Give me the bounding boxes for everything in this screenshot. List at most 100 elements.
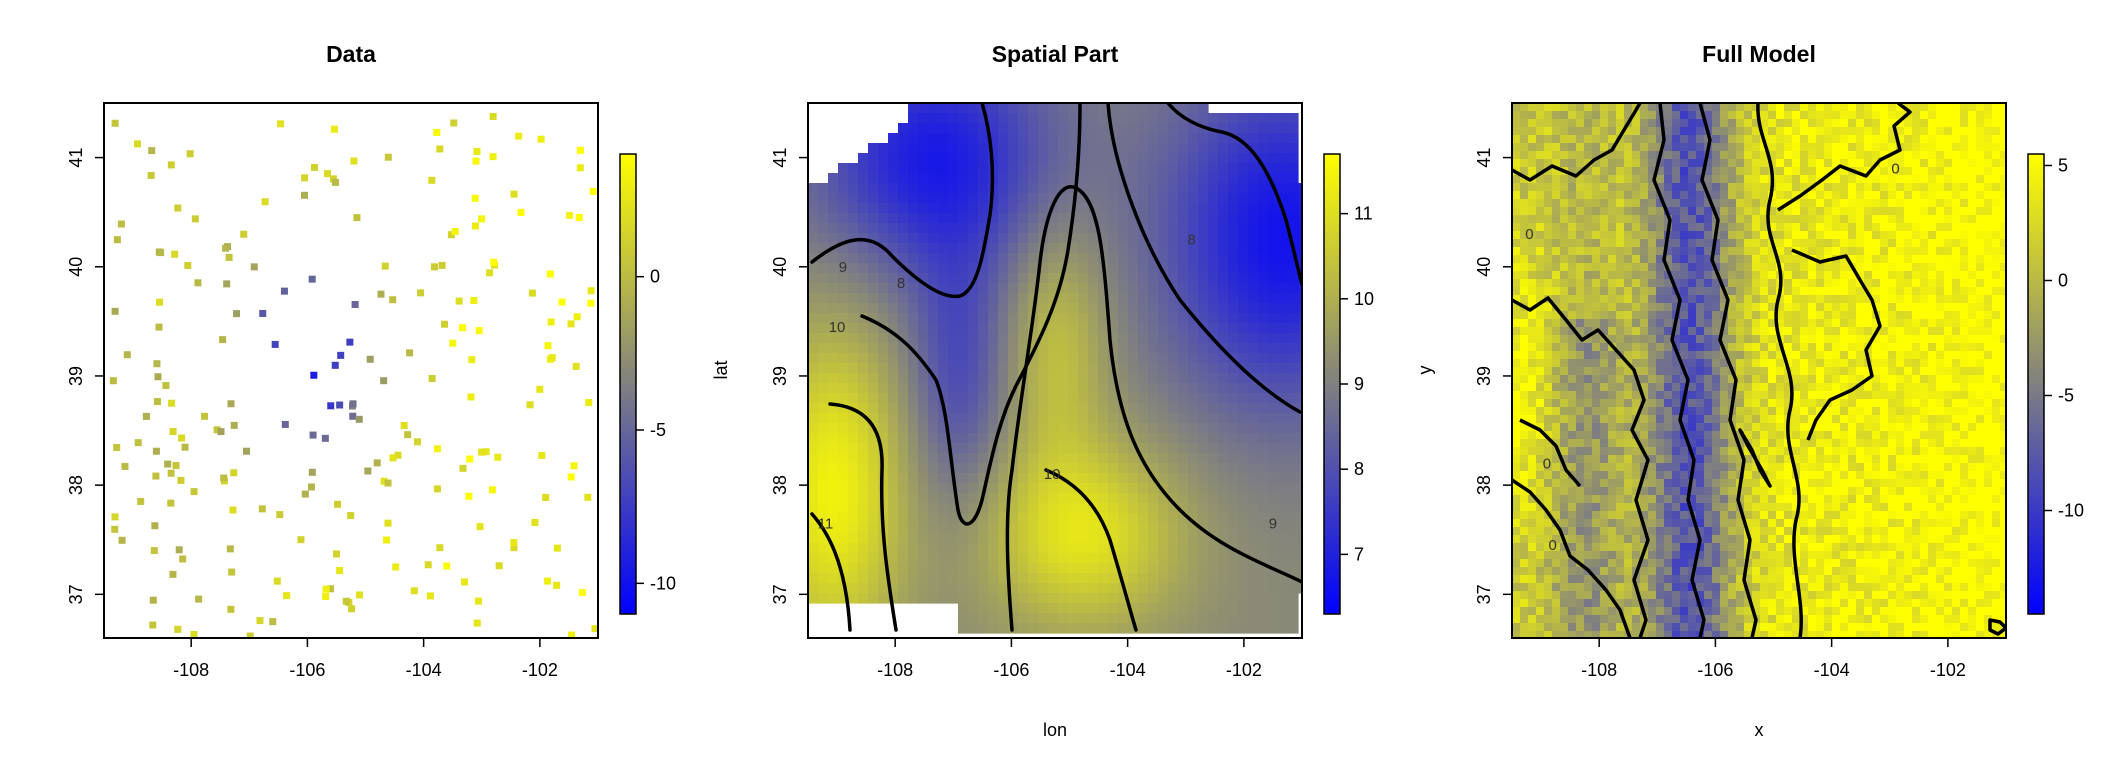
field-cell [878,383,889,394]
field-cell [1178,393,1189,404]
model-cell [1608,247,1617,256]
field-cell [1148,263,1159,274]
field-cell [988,543,999,554]
field-cell [1198,463,1209,474]
field-cell [1288,353,1299,364]
model-cell [1704,287,1713,296]
field-cell [1208,443,1219,454]
model-cell [1512,623,1521,632]
model-cell [1520,167,1529,176]
field-cell [1028,103,1039,114]
field-cell [1038,333,1049,344]
field-cell [1218,333,1229,344]
model-cell [1512,207,1521,216]
model-cell [1696,247,1705,256]
field-cell [818,383,829,394]
model-cell [1624,231,1633,240]
model-cell [1616,191,1625,200]
model-cell [1584,551,1593,560]
field-cell [1198,193,1209,204]
field-cell [1008,233,1019,244]
model-cell [1528,607,1537,616]
field-cell [1028,273,1039,284]
field-cell [1058,133,1069,144]
model-cell [1568,215,1577,224]
model-cell [1520,407,1529,416]
model-cell [1552,407,1561,416]
field-cell [1208,423,1219,434]
data-cell [271,340,279,348]
model-cell [1584,447,1593,456]
model-cell [1712,463,1721,472]
model-cell [1680,407,1689,416]
field-cell [838,473,849,484]
model-cell [1720,335,1729,344]
model-cell [1552,415,1561,424]
field-cell [878,213,889,224]
field-cell [958,583,969,594]
field-cell [918,403,929,414]
field-cell [1198,343,1209,354]
field-cell [1138,213,1149,224]
model-cell [1608,367,1617,376]
field-cell [1008,343,1019,354]
model-cell [1600,263,1609,272]
model-cell [1552,511,1561,520]
field-cell [1148,503,1159,514]
model-cell [1688,375,1697,384]
field-cell [1128,603,1139,614]
field-cell [1258,363,1269,374]
field-cell [938,423,949,434]
model-cell [1744,607,1753,616]
field-cell [1258,283,1269,294]
model-cell [1640,455,1649,464]
model-cell [1744,415,1753,424]
field-cell [898,333,909,344]
model-cell [1640,383,1649,392]
field-cell [1288,603,1299,614]
model-cell [1680,631,1689,638]
field-cell [1068,263,1079,274]
model-cell [1576,111,1585,120]
data-cell [167,469,175,477]
field-cell [858,193,869,204]
model-cell [1728,431,1737,440]
field-cell [1178,463,1189,474]
field-cell [1008,273,1019,284]
field-cell [818,413,829,424]
field-cell [1288,423,1299,434]
model-cell [1528,103,1537,112]
field-cell [1238,403,1249,414]
field-cell [978,223,989,234]
field-cell [1088,423,1099,434]
field-cell [1138,493,1149,504]
model-cell [1712,167,1721,176]
data-cell [441,320,449,328]
field-cell [1248,123,1259,134]
field-cell [808,293,819,304]
field-cell [1208,143,1219,154]
field-cell [1088,383,1099,394]
field-cell [918,383,929,394]
field-cell [928,433,939,444]
field-cell [1058,243,1069,254]
field-cell [898,453,909,464]
field-cell [1148,383,1159,394]
field-cell [888,523,899,534]
field-cell [1068,373,1079,384]
model-cell [1688,247,1697,256]
field-cell [958,243,969,254]
field-cell [1008,433,1019,444]
field-cell [1208,583,1219,594]
field-cell [1108,553,1119,564]
field-cell [1278,273,1289,284]
model-cell [1520,623,1529,632]
field-cell [1028,183,1039,194]
field-cell [828,583,839,594]
data-cell [243,447,251,455]
data-cell [169,570,177,578]
model-cell [1584,255,1593,264]
field-cell [968,603,979,614]
field-cell [998,163,1009,174]
data-cell [430,263,438,271]
